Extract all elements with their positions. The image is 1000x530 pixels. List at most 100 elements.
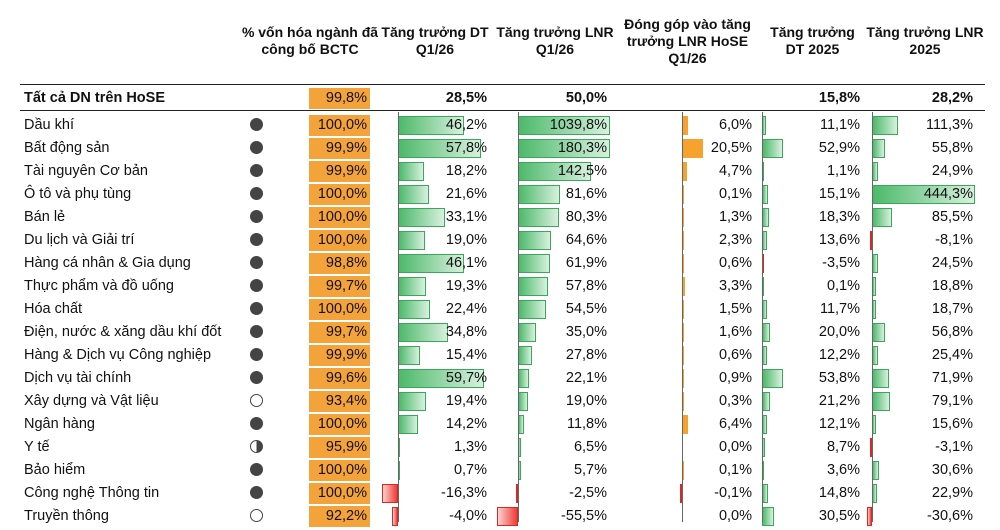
value-dt_2025: 11,7% [819,301,860,317]
value-lnr_q1: 6,5% [573,439,607,455]
bar-contrib [682,346,684,365]
value-contrib: 0,1% [718,462,752,478]
value-contrib: 20,5% [710,140,752,156]
value-dt_q1: -16,3% [441,485,487,501]
full-circle-icon [250,187,263,200]
value-lnr_2025: 71,9% [931,370,973,386]
table-row: Hóa chất 100,0% 22,4% 54,5% 1,5% 11,7% 18,7% [0,298,1000,321]
value-dt_q1: 19,3% [445,278,487,294]
value-contrib: 3,3% [718,278,752,294]
value-dt_q1: 57,8% [445,140,487,156]
sector-name: Truyền thông [24,508,109,524]
sector-name: Bán lẻ [24,209,66,225]
sector-name: Du lịch và Giải trí [24,232,135,248]
full-circle-icon [250,302,263,315]
value-contrib: 2,3% [718,232,752,248]
table-row: Du lịch và Giải trí 100,0% 19,0% 64,6% 2,3% 1… [0,229,1000,252]
header-pct-cap: % vốn hóa ngành đã công bố BCTC [241,24,379,57]
table-row: Thực phẩm và đồ uống 99,7% 19,3% 57,8% 3,3% 0… [0,275,1000,298]
value-lnr_2025: -30,6% [927,508,973,524]
bar-contrib [680,484,682,503]
value-dt_q1: 59,7% [445,370,487,386]
sector-name: Tài nguyên Cơ bản [24,163,148,179]
sector-name: Bảo hiểm [24,462,86,478]
value-lnr_2025: 15,6% [931,416,973,432]
value-dt_2025: 11,1% [819,117,860,133]
pct-cap-value: 92,2% [309,506,370,527]
bar-axis-line [518,112,519,522]
bar-lnr_2025 [870,231,872,250]
bar-axis-line [872,112,873,522]
half-circle-icon [250,440,263,453]
full-circle-icon [250,486,263,499]
pct-cap-value: 95,9% [309,437,370,458]
pct-cap-value: 99,7% [309,322,370,343]
table-row: Xây dựng và Vật liệu 93,4% 19,4% 19,0% 0,3% 2… [0,390,1000,413]
value-lnr_2025: 79,1% [931,393,973,409]
value-dt_2025: 52,9% [818,140,860,156]
value-contrib: 0,6% [718,255,752,271]
value-lnr_q1: 27,8% [565,347,607,363]
value-lnr_q1: 142,5% [557,163,607,179]
value-lnr_2025: -8,1% [935,232,973,248]
value-dt_q1: 15,4% [445,347,487,363]
value-dt_2025: -3,5% [822,255,860,271]
full-circle-icon [250,256,263,269]
pct-cap-value: 99,9% [309,345,370,366]
bar-lnr_2025 [867,507,872,526]
bar-dt_q1 [392,507,398,526]
bar-contrib [682,139,703,158]
bar-contrib [682,116,688,135]
full-circle-icon [250,371,263,384]
sector-name: Công nghệ Thông tin [24,485,160,501]
value-dt_q1: 22,4% [445,301,487,317]
total-lnr-2025: 28,2% [931,90,973,106]
bar-contrib [682,254,684,273]
full-circle-icon [250,118,263,131]
value-dt_q1: 19,4% [445,393,487,409]
value-dt_2025: 21,2% [818,393,860,409]
value-lnr_q1: 1039,8% [549,117,607,133]
table-row: Ô tô và phụ tùng 100,0% 21,6% 81,6% 0,1% 15,1… [0,183,1000,206]
full-circle-icon [250,141,263,154]
total-dt-q1: 28,5% [445,90,487,106]
table-row: Công nghệ Thông tin 100,0% -16,3% -2,5% -0,1… [0,482,1000,505]
value-dt_q1: 34,8% [445,324,487,340]
value-dt_2025: 53,8% [818,370,860,386]
table-row: Truyền thông 92,2% -4,0% -55,5% 0,0% 30,5% -30… [0,505,1000,528]
value-lnr_q1: 35,0% [565,324,607,340]
total-name: Tất cả DN trên HoSE [24,90,165,106]
value-dt_q1: 21,6% [445,186,487,202]
value-dt_2025: 0,1% [826,278,860,294]
value-lnr_q1: 19,0% [565,393,607,409]
value-contrib: 0,0% [718,439,752,455]
value-contrib: 6,4% [718,416,752,432]
value-lnr_q1: 22,1% [565,370,607,386]
sector-name: Bất động sản [24,140,110,156]
table-row: Y tế 95,9% 1,3% 6,5% 0,0% 8,7% -3,1% [0,436,1000,459]
value-contrib: 0,6% [718,347,752,363]
value-dt_2025: 13,6% [818,232,860,248]
sector-name: Y tế [24,439,50,455]
value-lnr_q1: 11,8% [566,416,607,432]
value-dt_2025: 12,1% [818,416,860,432]
pct-cap-value: 100,0% [309,115,370,136]
value-lnr_2025: 24,9% [931,163,973,179]
bar-dt_q1 [382,484,398,503]
value-contrib: 0,9% [718,370,752,386]
value-dt_2025: 15,1% [818,186,860,202]
value-dt_2025: 14,8% [818,485,860,501]
header-dt-2025: Tăng trưởng DT 2025 [770,24,855,57]
value-lnr_q1: 80,3% [565,209,607,225]
bar-lnr_2025 [870,438,872,457]
sector-name: Hóa chất [24,301,83,317]
pct-cap-value: 98,8% [309,253,370,274]
pct-cap-value: 100,0% [309,184,370,205]
pct-cap-value: 99,6% [309,368,370,389]
full-circle-icon [250,348,263,361]
value-dt_q1: 1,3% [453,439,487,455]
sector-name: Điện, nước & xăng dầu khí đốt [24,324,222,340]
full-circle-icon [250,233,263,246]
value-contrib: 4,7% [718,163,752,179]
